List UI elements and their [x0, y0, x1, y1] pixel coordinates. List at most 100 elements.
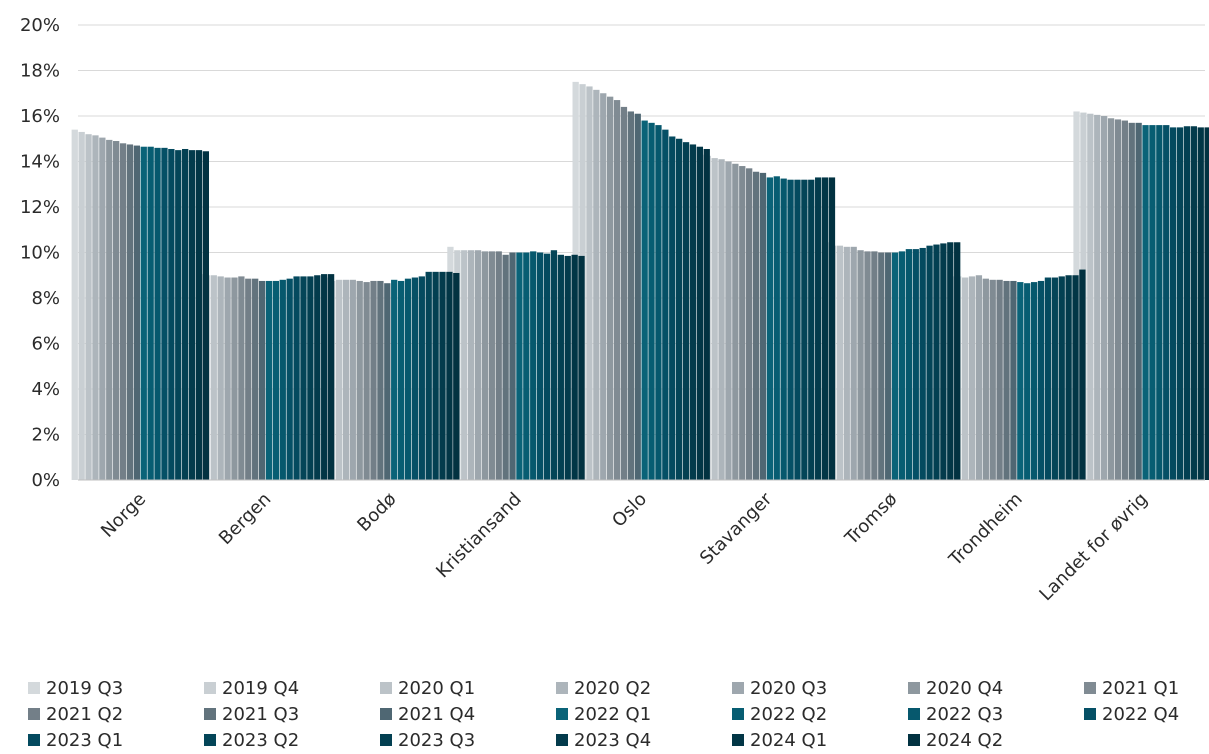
legend-label: 2022 Q1: [574, 703, 652, 725]
bar: [641, 120, 648, 481]
bar: [293, 276, 300, 480]
legend-label: 2021 Q1: [1102, 677, 1180, 699]
bar: [327, 274, 335, 480]
category-label: Norge: [97, 489, 150, 542]
bar: [536, 252, 544, 480]
bar: [1204, 127, 1209, 481]
bar: [217, 276, 224, 480]
bar: [1183, 126, 1191, 481]
bar: [961, 277, 969, 480]
bar: [543, 253, 551, 480]
legend-item: 2024 Q1: [732, 728, 908, 752]
bar: [794, 179, 801, 480]
bar: [578, 255, 585, 480]
bar: [752, 171, 760, 481]
y-tick-label: 12%: [20, 197, 60, 218]
bar: [474, 250, 482, 480]
bar: [947, 242, 954, 480]
legend-label: 2022 Q4: [1102, 703, 1180, 725]
bar: [300, 276, 307, 480]
bar: [335, 279, 343, 480]
bar: [1169, 127, 1177, 481]
category-label: Landet for øvrig: [1035, 489, 1151, 605]
bar: [627, 111, 634, 480]
bar: [864, 251, 871, 480]
legend-swatch: [380, 708, 392, 720]
category-labels: Norge Bergen Bodø Kristiansand Oslo Stavanger…: [97, 488, 1152, 605]
category-label: Bodø: [353, 489, 400, 536]
bar: [725, 161, 732, 480]
bar: [689, 144, 697, 480]
bar: [648, 122, 655, 480]
y-tick-label: 4%: [31, 379, 60, 400]
bar: [676, 138, 683, 480]
bar: [746, 168, 753, 480]
bar: [857, 250, 864, 480]
legend-item: 2020 Q3: [732, 676, 908, 700]
legend-swatch: [1084, 708, 1096, 720]
bar: [370, 280, 377, 480]
legend-item: 2019 Q4: [204, 676, 380, 700]
bar: [516, 252, 523, 480]
bar: [1149, 125, 1156, 480]
bar: [78, 131, 85, 480]
bar: [161, 147, 168, 480]
bar: [571, 254, 578, 480]
bar: [154, 147, 161, 480]
bar: [265, 280, 273, 480]
legend-label: 2024 Q1: [750, 729, 828, 751]
legend-item: 2023 Q1: [28, 728, 204, 752]
legend-label: 2020 Q1: [398, 677, 476, 699]
legend-label: 2020 Q4: [926, 677, 1004, 699]
legend-swatch: [908, 708, 920, 720]
bar: [996, 279, 1003, 480]
bar: [620, 106, 628, 481]
bar: [1079, 269, 1086, 480]
legend-label: 2024 Q2: [926, 729, 1004, 751]
y-tick-label: 2%: [31, 425, 60, 446]
bar: [391, 279, 398, 480]
bar: [258, 280, 266, 480]
bar: [662, 129, 669, 480]
bar: [557, 254, 564, 480]
legend-label: 2023 Q3: [398, 729, 476, 751]
bar: [314, 275, 321, 480]
bar: [634, 113, 641, 480]
bar: [126, 144, 134, 480]
bar: [467, 250, 475, 480]
category-label: Tromsø: [840, 489, 901, 550]
bar: [1121, 120, 1128, 481]
bar: [446, 271, 453, 480]
bar: [1024, 283, 1031, 480]
bar: [523, 252, 530, 480]
bar: [773, 176, 780, 481]
legend-label: 2023 Q2: [222, 729, 300, 751]
bar: [703, 148, 710, 481]
legend-label: 2021 Q4: [398, 703, 476, 725]
bar: [1176, 127, 1184, 481]
category-label: Trondheim: [945, 489, 1027, 571]
bar: [718, 159, 725, 481]
bar: [940, 243, 947, 480]
legend-swatch: [28, 682, 40, 694]
bar: [432, 271, 439, 480]
legend-label: 2022 Q3: [926, 703, 1004, 725]
bar: [1017, 282, 1024, 480]
bar: [356, 280, 363, 480]
legend-swatch: [732, 734, 744, 746]
bar: [593, 89, 600, 480]
bar: [363, 282, 370, 480]
legend-label: 2023 Q4: [574, 729, 652, 751]
legend-swatch: [556, 734, 568, 746]
category-label: Stavanger: [696, 488, 777, 569]
bar: [252, 278, 259, 480]
bar: [968, 276, 976, 480]
bar: [461, 250, 468, 480]
bar: [182, 148, 189, 481]
legend-item: 2020 Q1: [380, 676, 556, 700]
bar: [732, 163, 739, 480]
bar: [238, 276, 245, 480]
y-tick-label: 20%: [20, 15, 60, 36]
bar: [119, 143, 127, 481]
legend-swatch: [556, 682, 568, 694]
